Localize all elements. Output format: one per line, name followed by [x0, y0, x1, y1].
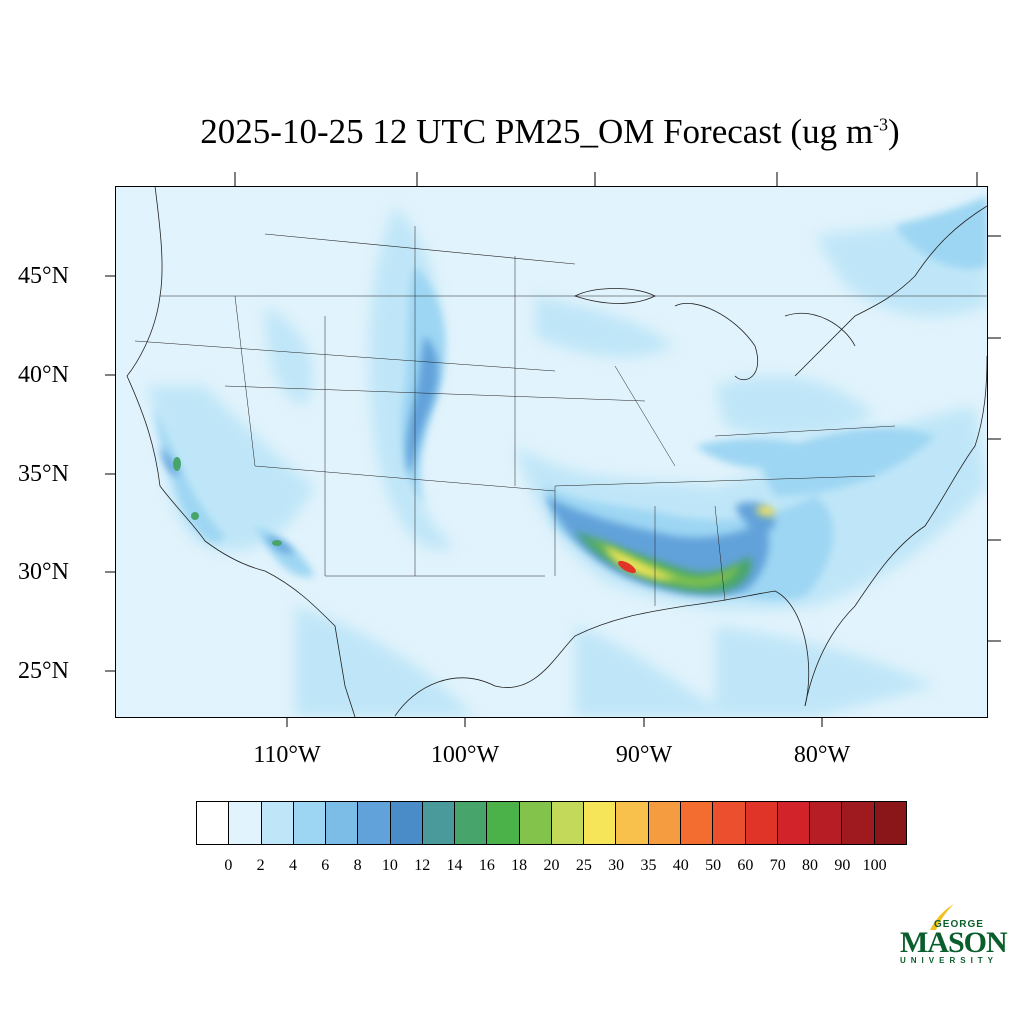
lon-label-80: 80°W: [793, 742, 851, 768]
logo-swoosh: [930, 904, 954, 930]
colorbar-tick-label: 18: [511, 857, 528, 874]
colorbar-cell: [390, 802, 423, 844]
colorbar-cell: [455, 802, 488, 844]
colorbar-tick-label: 14: [446, 857, 463, 874]
colorbar-tick-label: 20: [543, 857, 560, 874]
lon-label-110: 110°W: [253, 742, 321, 768]
colorbar-cell: [584, 802, 617, 844]
pm-field-hotspot: [173, 457, 282, 546]
colorbar-cell: [422, 802, 456, 844]
forecast-map: [115, 186, 989, 719]
colorbar-cell: [487, 802, 520, 844]
colorbar-cell: [713, 802, 746, 844]
colorbar-tick-label: 25: [575, 857, 592, 874]
logo-university: UNIVERSITY: [900, 956, 999, 965]
colorbar-cell: [197, 802, 230, 844]
gmu-logo: [930, 904, 954, 930]
colorbar-cell: [229, 802, 262, 844]
colorbar-tick-label: 50: [705, 857, 722, 874]
title-close: ): [888, 112, 900, 151]
colorbar-tick-label: 30: [608, 857, 625, 874]
colorbar-tick-label: 90: [834, 857, 851, 874]
lat-label-25: 25°N: [18, 658, 69, 684]
lon-label-100: 100°W: [430, 742, 500, 768]
colorbar-cell: [261, 802, 294, 844]
colorbar-cell: [874, 802, 906, 844]
lat-label-45: 45°N: [18, 263, 69, 289]
colorbar-tick-label: 100: [862, 857, 887, 874]
colorbar-cell: [551, 802, 585, 844]
chart-title: 2025-10-25 12 UTC PM25_OM Forecast (ug m…: [0, 112, 1024, 152]
colorbar-tick-label: 35: [640, 857, 657, 874]
colorbar-cell: [777, 802, 811, 844]
colorbar-tick-label: 0: [224, 857, 233, 874]
colorbar-tick-label: 6: [321, 857, 330, 874]
colorbar-cell: [519, 802, 552, 844]
colorbar-cell: [616, 802, 649, 844]
colorbar-tick-label: 2: [256, 857, 265, 874]
colorbar-cell: [842, 802, 875, 844]
colorbar-cell: [293, 802, 327, 844]
colorbar-cell: [680, 802, 714, 844]
colorbar-cell: [648, 802, 681, 844]
colorbar-tick-label: 10: [381, 857, 398, 874]
colorbar-tick-label: 16: [478, 857, 495, 874]
colorbar: [196, 801, 907, 845]
colorbar-tick-label: 4: [288, 857, 297, 874]
colorbar-tick-label: 60: [737, 857, 754, 874]
colorbar-tick-label: 8: [353, 857, 362, 874]
lat-label-30: 30°N: [18, 559, 69, 585]
colorbar-cell: [326, 802, 359, 844]
colorbar-cell: [745, 802, 778, 844]
map-frame: [115, 186, 988, 718]
boundaries: [126, 186, 987, 717]
lat-label-35: 35°N: [18, 461, 69, 487]
title-text: 2025-10-25 12 UTC PM25_OM Forecast (ug m: [200, 112, 874, 151]
pm-field-elevated: [575, 531, 752, 593]
logo-george: GEORGE: [934, 919, 984, 930]
lat-label-40: 40°N: [18, 362, 69, 388]
colorbar-tick-label: 70: [769, 857, 786, 874]
colorbar-tick-label: 12: [414, 857, 431, 874]
colorbar-tick-label: 40: [672, 857, 689, 874]
colorbar-cell: [810, 802, 843, 844]
lon-label-90: 90°W: [615, 742, 673, 768]
title-superscript: -3: [873, 114, 889, 135]
colorbar-cell: [358, 802, 391, 844]
pm-field-peak: [618, 560, 636, 574]
logo-mason: MASON: [900, 926, 1008, 959]
colorbar-tick-label: 80: [802, 857, 819, 874]
